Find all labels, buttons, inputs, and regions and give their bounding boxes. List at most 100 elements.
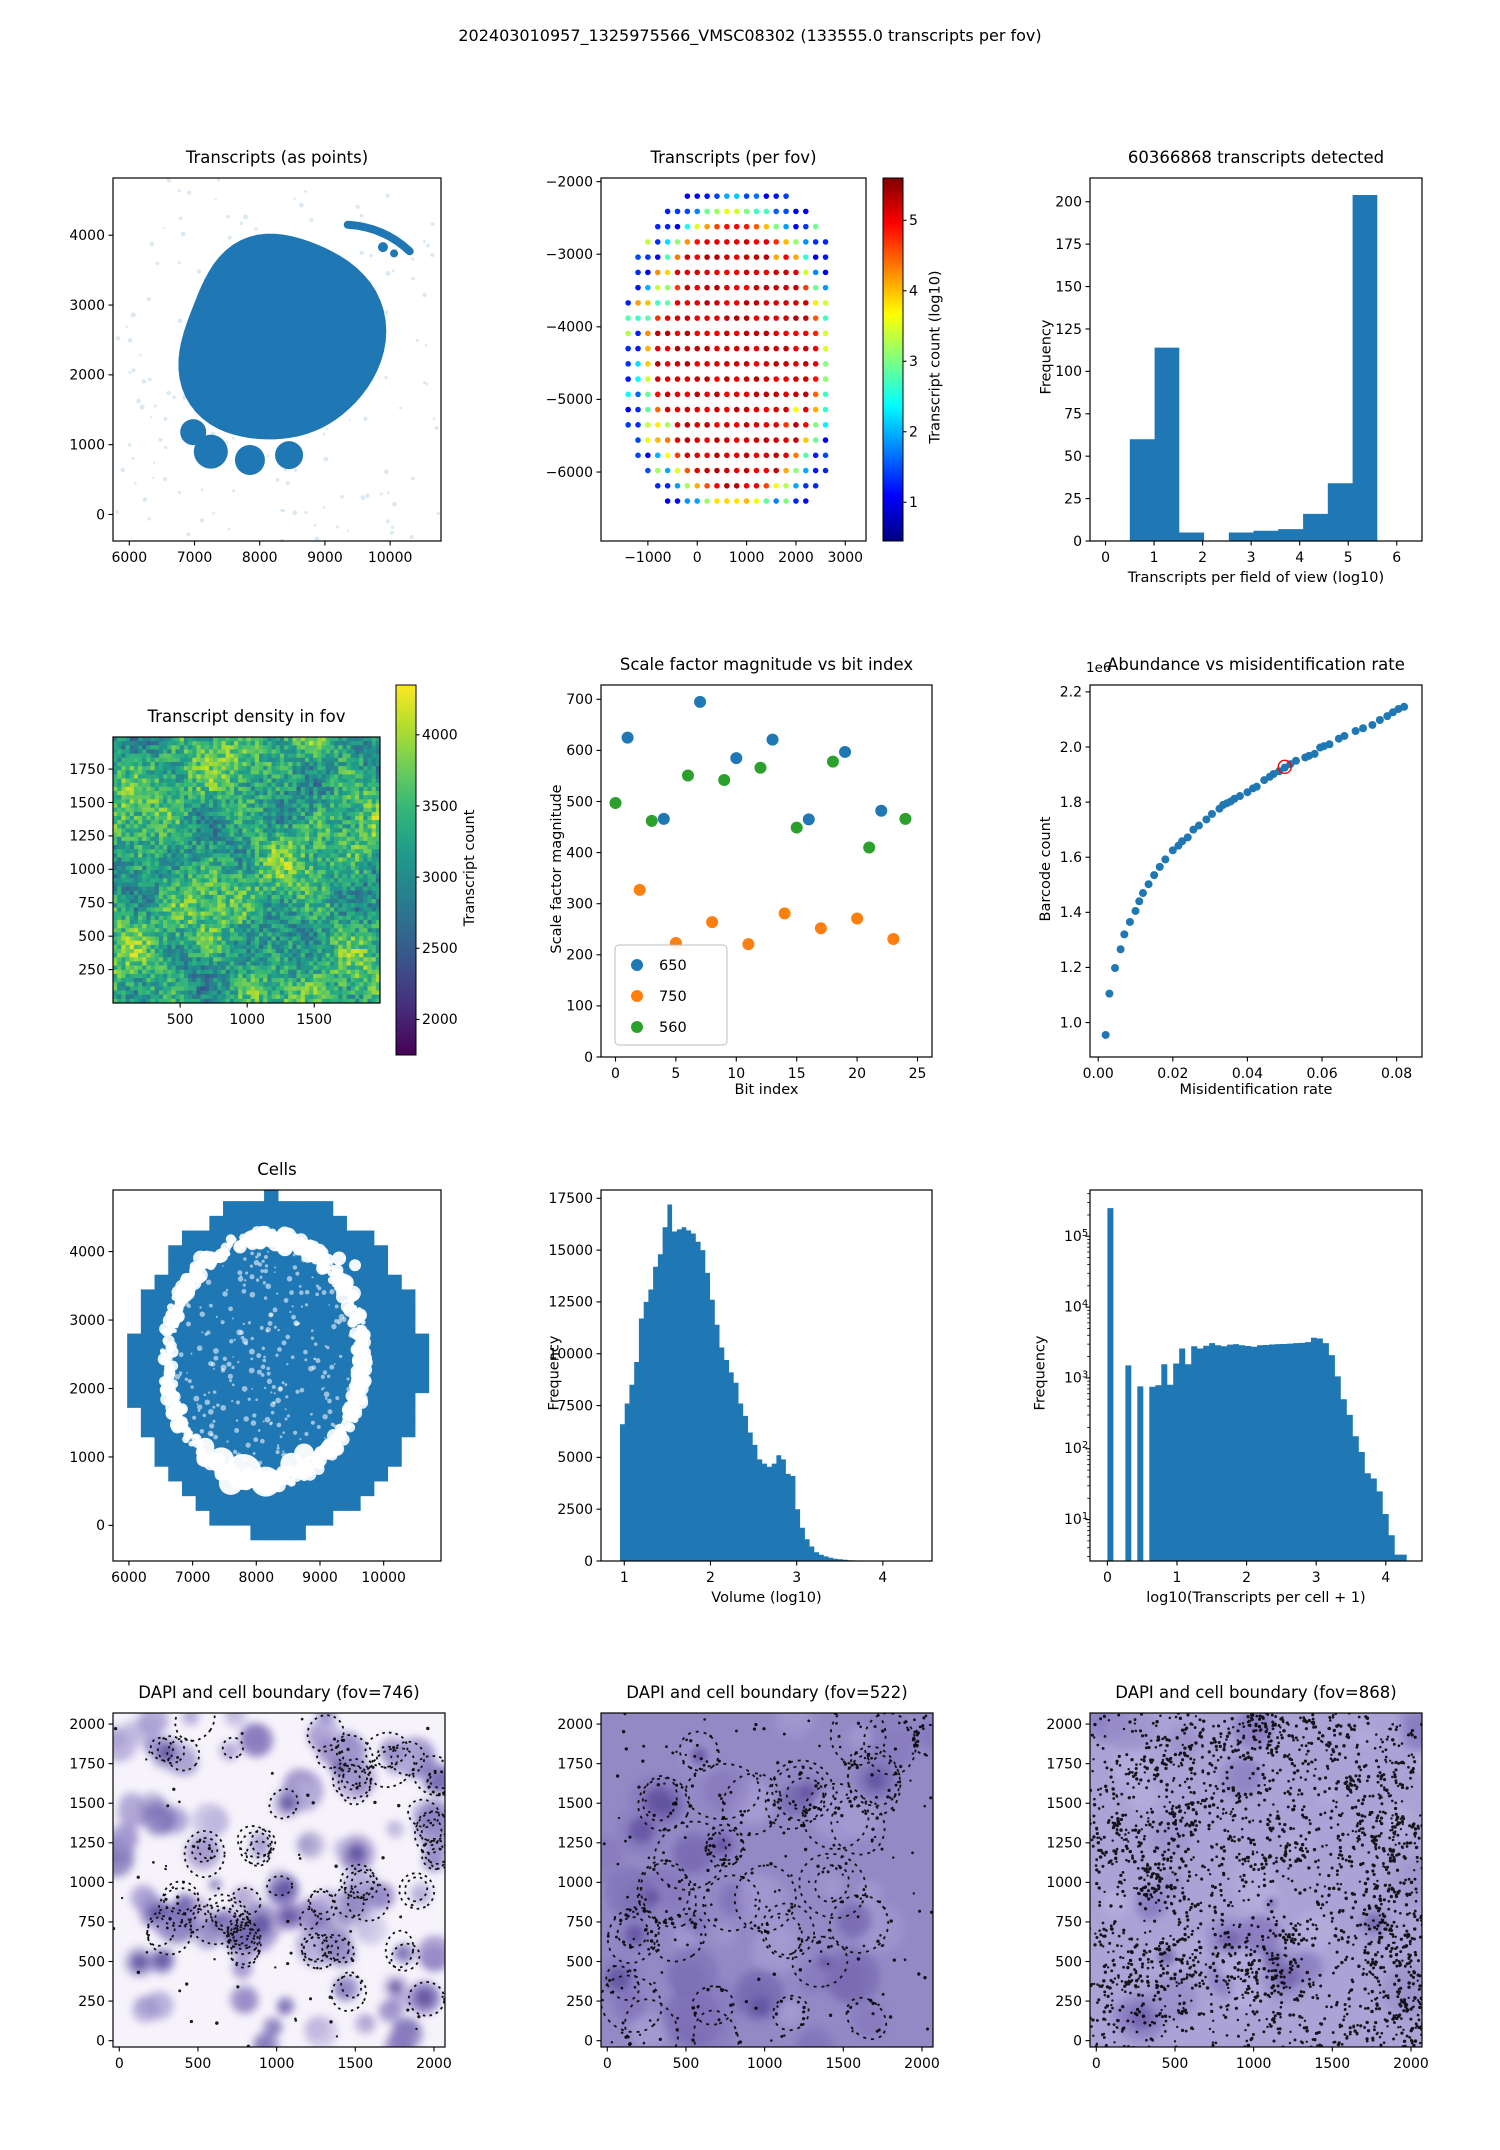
svg-text:650: 650 (659, 958, 687, 974)
x-axis-ticks: 6000 7000 8000 9000 10000 (111, 541, 412, 566)
subplot-title-transcripts-points: Transcripts (as points) (185, 148, 369, 167)
svg-text:400: 400 (566, 845, 593, 861)
subplot-transcripts-per-fov: −1000 0 1000 2000 3000 −2000 −3000 −4000 −5000 −6… (546, 174, 918, 566)
subplot-transcripts-detected: 0 1 2 3 4 5 6 0 25 50 75 100 125 150 175 200 (1055, 177, 1423, 566)
figure-title: 202403010957_1325975566_VMSC08302 (13355… (458, 26, 1042, 45)
svg-text:1500: 1500 (296, 1012, 332, 1028)
x-axis-ticks: 0 500 1000 1500 2000 (115, 2047, 452, 2072)
subplot-title-transcript-density: Transcript density in fov (147, 707, 346, 726)
subplot-title-dapi-522: DAPI and cell boundary (fov=522) (626, 1683, 908, 1702)
subplot-title-dapi-868: DAPI and cell boundary (fov=868) (1115, 1683, 1397, 1702)
x-axis-ticks: 0 1 2 3 4 5 6 (1101, 541, 1401, 566)
plot-frame (600, 684, 933, 1058)
svg-text:750: 750 (78, 896, 105, 912)
svg-text:15: 15 (788, 1066, 806, 1082)
svg-text:1750: 1750 (69, 762, 105, 778)
y-axis-ticks: −2000 −3000 −4000 −5000 −6000 (546, 174, 601, 481)
tissue-scatter (115, 178, 441, 541)
svg-text:300: 300 (566, 897, 593, 913)
y-axis-ticks: 0 100 200 300 400 500 600 700 (566, 692, 601, 1066)
plot-frame (1089, 684, 1423, 1058)
svg-text:0: 0 (1101, 550, 1110, 566)
scatter-points (1101, 702, 1409, 1039)
svg-text:250: 250 (78, 962, 105, 978)
y-axis-ticks: 1.01.21.41.61.82.02.2 (1060, 685, 1090, 1031)
svg-text:4000: 4000 (422, 728, 458, 744)
subplot-title-dapi-746: DAPI and cell boundary (fov=746) (138, 1683, 420, 1702)
subplot-title-abundance-misid: Abundance vs misidentification rate (1107, 655, 1405, 674)
svg-text:100: 100 (566, 999, 593, 1015)
svg-text:3000: 3000 (422, 870, 458, 886)
svg-text:500: 500 (78, 929, 105, 945)
dapi-image (601, 1713, 933, 2047)
svg-text:−6000: −6000 (546, 465, 593, 481)
plot-frame (600, 1189, 933, 1562)
svg-text:10: 10 (727, 1066, 745, 1082)
svg-text:5: 5 (1344, 550, 1353, 566)
svg-text:750: 750 (659, 989, 687, 1005)
svg-text:2000: 2000 (422, 1012, 458, 1028)
x-axis-ticks: 6000 7000 8000 9000 10000 (111, 1561, 406, 1586)
svg-text:2: 2 (909, 425, 918, 441)
svg-text:9000: 9000 (307, 550, 343, 566)
svg-text:2: 2 (1198, 550, 1207, 566)
svg-text:200: 200 (1055, 195, 1082, 211)
histogram-bars (1129, 195, 1378, 541)
subplot-title-transcripts-detected: 60366868 transcripts detected (1127, 148, 1385, 167)
y-axis-ticks: 0 25 50 75 100 125 150 175 200 (1055, 195, 1090, 550)
svg-text:3000: 3000 (827, 550, 863, 566)
cell-boundaries (146, 1713, 445, 2017)
plot-frame (112, 1712, 446, 2048)
colorbar: 1 2 3 4 5 (882, 177, 918, 542)
svg-text:−1000: −1000 (624, 550, 671, 566)
svg-text:75: 75 (1064, 407, 1082, 423)
svg-text:175: 175 (1055, 237, 1082, 253)
svg-text:4000: 4000 (69, 228, 105, 244)
svg-text:6: 6 (1392, 550, 1401, 566)
subplot-abundance-misid: 0.00 0.02 0.04 0.06 0.08 1.01.21.41.61.82.02.… (1060, 684, 1423, 1082)
svg-text:1000: 1000 (729, 550, 765, 566)
svg-text:3: 3 (909, 354, 918, 370)
dapi-image (1090, 1713, 1422, 2047)
svg-text:−4000: −4000 (546, 320, 593, 336)
svg-text:500: 500 (167, 1012, 194, 1028)
svg-text:0: 0 (693, 550, 702, 566)
svg-text:2500: 2500 (422, 941, 458, 957)
svg-text:3000: 3000 (69, 298, 105, 314)
plot-frame (1089, 1189, 1423, 1562)
svg-text:1000: 1000 (69, 437, 105, 453)
svg-text:−3000: −3000 (546, 247, 593, 263)
fov-dot-grid (625, 193, 829, 504)
y-axis-offset-label: 1e6 (1086, 660, 1112, 676)
subplot-dapi-868: 0 500 1000 1500 2000025050075010001250150017… (1046, 1712, 1429, 2072)
subplot-title-scale-factors: Scale factor magnitude vs bit index (619, 655, 914, 674)
subplot-scale-factors: 650 750 560 0 5 10 15 20 25 0 100 200 300 400 500 600 70… (566, 684, 933, 1082)
density-heatmap (113, 737, 381, 1004)
svg-text:3500: 3500 (422, 799, 458, 815)
colorbar: 2000 2500 3000 3500 4000 (395, 684, 458, 1056)
svg-text:125: 125 (1055, 322, 1082, 338)
svg-text:6000: 6000 (111, 550, 147, 566)
svg-text:0: 0 (96, 507, 105, 523)
x-axis-label-transcripts-detected: Transcripts per field of view (log10) (1127, 570, 1385, 586)
histogram-bars (620, 1204, 857, 1561)
subplot-title-transcripts-per-fov: Transcripts (per fov) (650, 148, 817, 167)
svg-text:50: 50 (1064, 449, 1082, 465)
svg-text:1: 1 (1150, 550, 1159, 566)
svg-text:8000: 8000 (242, 550, 278, 566)
highlighted-point (1277, 759, 1292, 775)
plot-frame (600, 177, 867, 542)
x-axis-ticks: 0 5 10 15 20 25 (611, 1057, 926, 1082)
subplot-dapi-522: 0 500 1000 1500 2000025050075010001250150017… (557, 1712, 940, 2072)
x-axis-label-bit-index: Bit index (734, 1082, 799, 1098)
svg-text:2000: 2000 (69, 368, 105, 384)
plot-frame (1089, 177, 1423, 542)
subplot-title-cells: Cells (257, 1160, 297, 1179)
